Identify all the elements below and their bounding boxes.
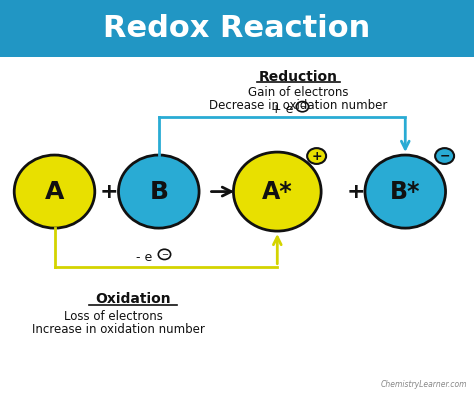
- Text: Decrease in oxidation number: Decrease in oxidation number: [210, 99, 388, 112]
- Text: −: −: [161, 250, 168, 259]
- Text: Reduction: Reduction: [259, 70, 338, 84]
- Ellipse shape: [365, 155, 446, 228]
- Text: +: +: [100, 182, 118, 201]
- Ellipse shape: [307, 148, 326, 164]
- Text: Gain of electrons: Gain of electrons: [248, 86, 349, 98]
- Text: −: −: [299, 102, 306, 111]
- FancyBboxPatch shape: [0, 0, 474, 57]
- Ellipse shape: [435, 148, 454, 164]
- Text: −: −: [439, 150, 450, 162]
- Ellipse shape: [118, 155, 199, 228]
- Circle shape: [296, 102, 309, 112]
- Text: A*: A*: [262, 180, 292, 203]
- Text: B*: B*: [390, 180, 420, 203]
- Ellipse shape: [233, 152, 321, 231]
- Text: A: A: [45, 180, 64, 203]
- Text: B: B: [149, 180, 168, 203]
- Text: Redox Reaction: Redox Reaction: [103, 14, 371, 43]
- Text: +: +: [346, 182, 365, 201]
- Text: Loss of electrons: Loss of electrons: [64, 310, 163, 322]
- Text: Oxidation: Oxidation: [95, 292, 171, 307]
- Text: + e: + e: [271, 103, 293, 116]
- Circle shape: [158, 249, 171, 260]
- Text: - e: - e: [137, 251, 153, 264]
- Text: ChemistryLearner.com: ChemistryLearner.com: [381, 380, 467, 389]
- Text: Increase in oxidation number: Increase in oxidation number: [32, 324, 205, 336]
- Text: +: +: [311, 150, 322, 162]
- Ellipse shape: [14, 155, 95, 228]
